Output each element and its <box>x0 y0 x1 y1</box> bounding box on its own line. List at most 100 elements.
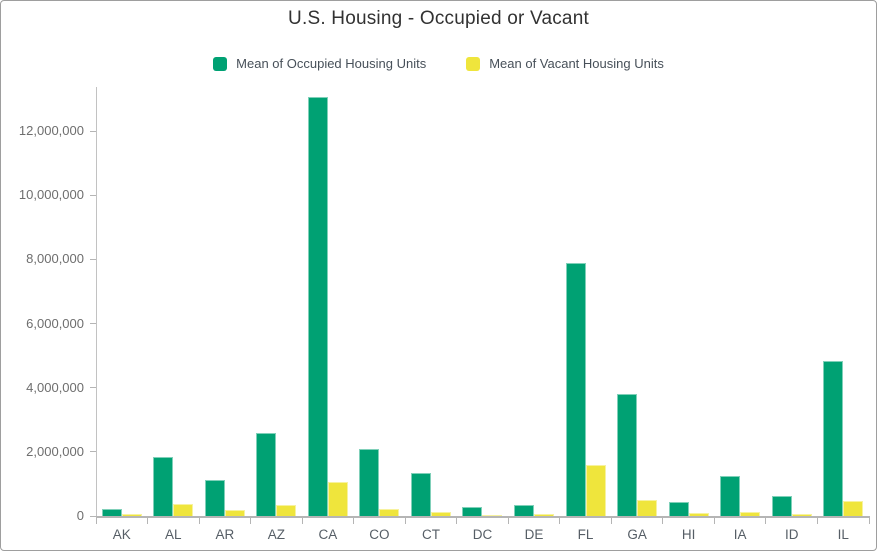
y-tick-mark <box>90 194 96 196</box>
bar-group-CO <box>354 89 406 516</box>
bar-group-GA <box>611 89 663 516</box>
bar-vacant-ID[interactable] <box>791 514 812 516</box>
x-label-CO: CO <box>369 527 390 542</box>
x-label-GA: GA <box>627 527 647 542</box>
bar-occupied-AZ[interactable] <box>256 433 277 516</box>
x-label-AL: AL <box>165 527 182 542</box>
bar-occupied-CO[interactable] <box>359 449 380 516</box>
bar-vacant-IA[interactable] <box>740 512 761 516</box>
bar-occupied-ID[interactable] <box>771 496 792 516</box>
x-tick-mark <box>662 518 664 524</box>
plot-area: 0 2,000,000 4,000,000 6,000,000 8,000,000 10,… <box>19 87 870 542</box>
x-label-CT: CT <box>421 527 440 542</box>
x-tick-mark <box>610 518 612 524</box>
y-tick-label: 0 <box>76 508 84 523</box>
x-tick-mark <box>765 518 767 524</box>
x-tick-mark <box>147 518 149 524</box>
legend: Mean of Occupied Housing Units Mean of V… <box>1 56 876 71</box>
bar-group-AK <box>96 89 148 516</box>
bar-vacant-DC[interactable] <box>482 515 503 516</box>
legend-item-occupied[interactable]: Mean of Occupied Housing Units <box>213 56 426 71</box>
bar-occupied-CA[interactable] <box>307 97 328 516</box>
bar-vacant-CA[interactable] <box>327 482 348 516</box>
x-tick-mark <box>95 518 97 524</box>
y-tick-label: 2,000,000 <box>26 443 84 459</box>
bar-occupied-CT[interactable] <box>410 473 431 516</box>
x-label-AZ: AZ <box>267 527 285 542</box>
bar-group-FL <box>560 89 612 516</box>
x-tick-mark <box>301 518 303 524</box>
bar-occupied-DE[interactable] <box>514 505 535 516</box>
bar-vacant-GA[interactable] <box>637 500 658 516</box>
bar-vacant-CT[interactable] <box>430 512 451 516</box>
bar-group-DE <box>508 89 560 516</box>
x-tick-mark <box>816 518 818 524</box>
bar-vacant-FL[interactable] <box>585 465 606 516</box>
y-tick-mark <box>90 387 96 389</box>
bar-vacant-AK[interactable] <box>121 514 142 516</box>
bar-occupied-AR[interactable] <box>204 480 225 516</box>
x-label-DE: DE <box>524 527 544 542</box>
bar-vacant-AR[interactable] <box>224 510 245 516</box>
y-tick-label: 6,000,000 <box>26 315 84 331</box>
x-axis-line <box>96 516 870 518</box>
x-label-CA: CA <box>318 527 338 542</box>
bar-group-AL <box>148 89 200 516</box>
bar-occupied-IL[interactable] <box>823 361 844 516</box>
y-tick-label: 8,000,000 <box>26 251 84 267</box>
x-label-AR: AR <box>215 527 235 542</box>
bar-occupied-IA[interactable] <box>720 476 741 516</box>
y-tick-label: 10,000,000 <box>18 187 84 203</box>
x-label-IL: IL <box>837 527 849 542</box>
x-tick-mark <box>250 518 252 524</box>
bar-group-AZ <box>251 89 303 516</box>
y-tick-label: 12,000,000 <box>18 123 84 139</box>
bar-group-AR <box>199 89 251 516</box>
y-tick-mark <box>90 323 96 325</box>
y-tick-mark <box>90 515 96 517</box>
x-tick-mark <box>559 518 561 524</box>
x-tick-mark <box>198 518 200 524</box>
bar-occupied-AK[interactable] <box>101 509 122 516</box>
bar-group-ID <box>766 89 818 516</box>
bar-occupied-HI[interactable] <box>668 502 689 516</box>
bar-vacant-IL[interactable] <box>843 501 864 516</box>
bar-group-IL <box>817 89 869 516</box>
x-label-DC: DC <box>472 527 493 542</box>
y-tick-mark <box>90 130 96 132</box>
x-label-AK: AK <box>112 527 131 542</box>
y-axis-line <box>96 87 97 516</box>
x-tick-mark <box>507 518 509 524</box>
chart-title: U.S. Housing - Occupied or Vacant <box>288 8 589 29</box>
y-tick-mark <box>90 258 96 260</box>
bar-vacant-HI[interactable] <box>688 513 709 516</box>
bar-group-CA <box>302 89 354 516</box>
y-tick-mark <box>90 451 96 453</box>
bar-group-HI <box>663 89 715 516</box>
bar-group-IA <box>714 89 766 516</box>
bar-vacant-AL[interactable] <box>173 504 194 516</box>
legend-item-vacant[interactable]: Mean of Vacant Housing Units <box>466 56 664 71</box>
x-tick-mark <box>456 518 458 524</box>
x-label-ID: ID <box>784 527 799 542</box>
y-tick-label: 4,000,000 <box>26 379 84 395</box>
occupied-swatch-icon <box>213 56 228 71</box>
bar-occupied-FL[interactable] <box>565 263 586 516</box>
x-tick-mark <box>713 518 715 524</box>
bar-group-CT <box>405 89 457 516</box>
legend-label-vacant: Mean of Vacant Housing Units <box>489 56 664 71</box>
bar-group-DC <box>457 89 509 516</box>
bar-occupied-AL[interactable] <box>153 457 174 516</box>
bar-vacant-AZ[interactable] <box>276 505 297 516</box>
x-label-FL: FL <box>577 527 594 542</box>
x-label-HI: HI <box>681 527 696 542</box>
bar-occupied-GA[interactable] <box>617 394 638 516</box>
bar-occupied-DC[interactable] <box>462 507 483 516</box>
x-tick-mark <box>404 518 406 524</box>
x-tick-mark <box>353 518 355 524</box>
x-tick-mark <box>868 518 870 524</box>
bar-vacant-CO[interactable] <box>379 509 400 516</box>
bar-vacant-DE[interactable] <box>534 514 555 516</box>
x-label-IA: IA <box>733 527 747 542</box>
